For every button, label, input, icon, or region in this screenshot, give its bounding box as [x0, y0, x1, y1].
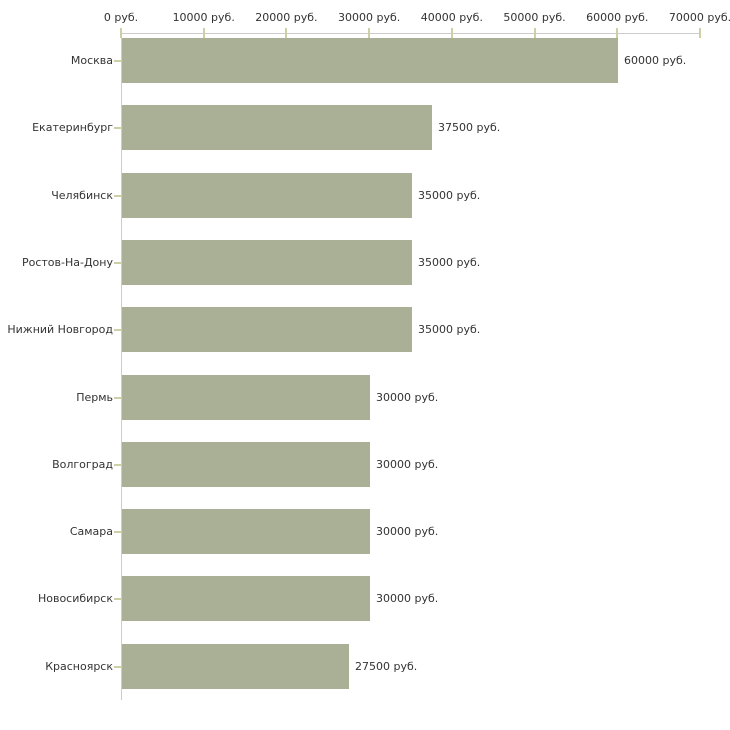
bar-8 — [122, 576, 370, 621]
category-label: Красноярск — [45, 660, 113, 673]
x-axis-tick — [533, 28, 536, 38]
bar-5 — [122, 375, 370, 420]
x-axis-tick — [450, 28, 453, 38]
value-label: 30000 руб. — [376, 525, 439, 538]
bar-1 — [122, 105, 432, 150]
category-label: Екатеринбург — [32, 121, 113, 134]
x-axis-tick-label: 0 руб. — [103, 11, 139, 24]
y-axis-tick — [114, 396, 121, 399]
x-axis-tick — [202, 28, 205, 38]
bar-0 — [122, 38, 618, 83]
category-label: Самара — [69, 525, 113, 538]
category-label: Новосибирск — [37, 592, 113, 605]
y-axis-line — [121, 33, 122, 700]
category-label: Ростов-На-Дону — [21, 256, 113, 269]
value-label: 60000 руб. — [624, 54, 687, 67]
y-axis-tick — [114, 126, 121, 129]
y-axis-tick — [114, 463, 121, 466]
bar-7 — [122, 509, 370, 554]
category-label: Москва — [70, 54, 113, 67]
y-axis-tick — [114, 328, 121, 331]
y-axis-tick — [114, 194, 121, 197]
x-axis-tick-label: 20000 руб. — [255, 11, 318, 24]
y-axis-tick — [114, 665, 121, 668]
value-label: 30000 руб. — [376, 458, 439, 471]
y-axis-tick — [114, 530, 121, 533]
bar-6 — [122, 442, 370, 487]
bar-3 — [122, 240, 412, 285]
bar-2 — [122, 173, 412, 218]
y-axis-tick — [114, 261, 121, 264]
value-label: 30000 руб. — [376, 592, 439, 605]
x-axis-tick — [120, 28, 122, 38]
x-axis-tick-label: 60000 руб. — [586, 11, 649, 24]
category-label: Нижний Новгород — [7, 323, 113, 336]
x-axis-tick-label: 30000 руб. — [338, 11, 401, 24]
bar-4 — [122, 307, 412, 352]
x-axis-line — [121, 33, 701, 34]
x-axis-tick — [285, 28, 288, 38]
value-label: 35000 руб. — [418, 256, 481, 269]
value-label: 27500 руб. — [355, 660, 418, 673]
x-axis-tick-label: 40000 руб. — [420, 11, 483, 24]
value-label: 37500 руб. — [438, 121, 501, 134]
category-label: Волгоград — [52, 458, 113, 471]
value-label: 35000 руб. — [418, 323, 481, 336]
x-axis-tick — [368, 28, 371, 38]
x-axis-tick-label: 70000 руб. — [668, 11, 730, 24]
x-axis-tick-label: 10000 руб. — [172, 11, 235, 24]
x-axis-tick-label: 50000 руб. — [503, 11, 566, 24]
category-label: Челябинск — [51, 189, 113, 202]
y-axis-tick — [114, 597, 121, 600]
x-axis-tick — [616, 28, 619, 38]
value-label: 30000 руб. — [376, 391, 439, 404]
x-axis-tick — [699, 28, 701, 38]
value-label: 35000 руб. — [418, 189, 481, 202]
y-axis-tick — [114, 59, 121, 62]
category-label: Пермь — [76, 391, 113, 404]
bar-9 — [122, 644, 349, 689]
